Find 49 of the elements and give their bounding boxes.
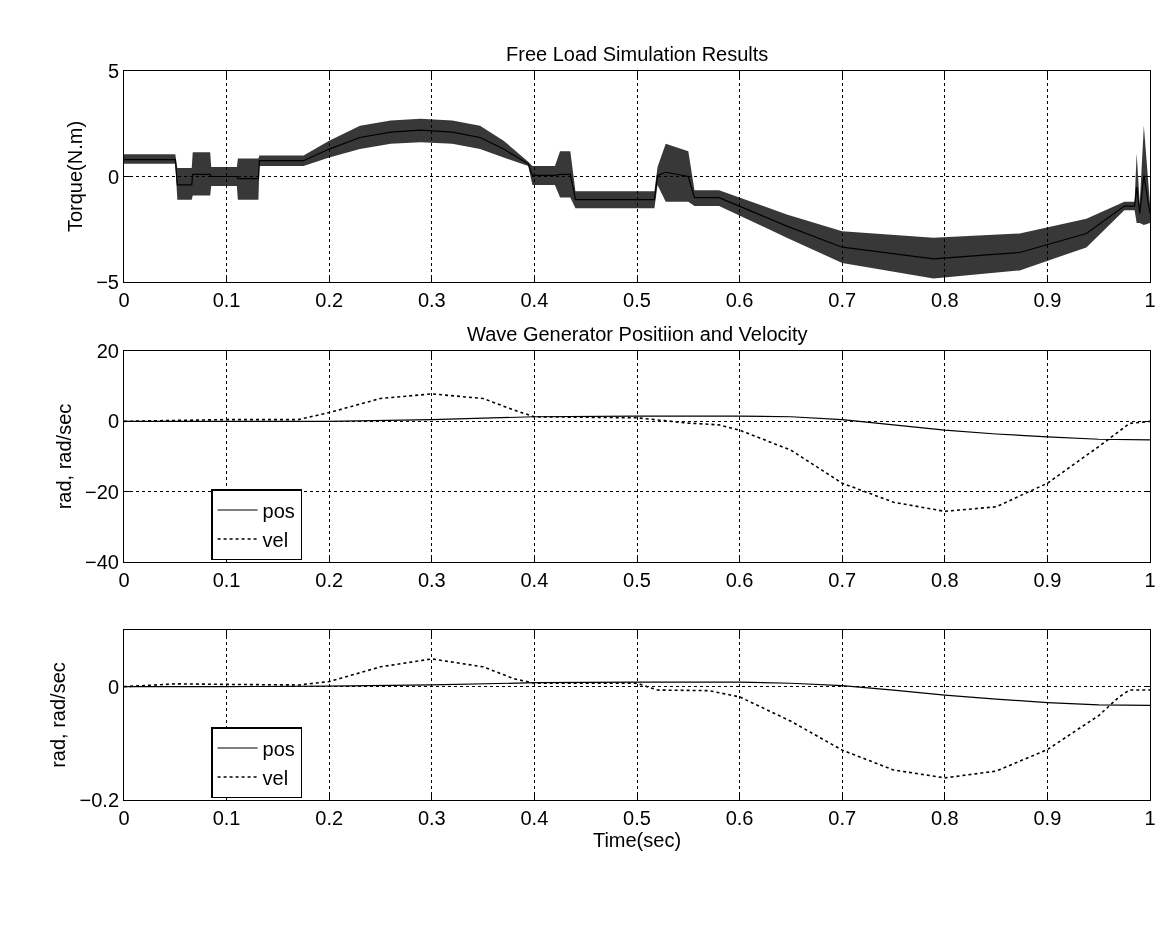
x-tick-label: 0.6 xyxy=(725,807,754,829)
chart-title: Wave Generator Positiion and Velocity xyxy=(467,323,808,345)
y-tick-label: 0 xyxy=(107,165,119,188)
x-tick-label: 0.1 xyxy=(212,569,241,591)
x-tick-label: 0.2 xyxy=(315,289,344,311)
x-tick-label: 0.7 xyxy=(828,569,857,591)
y-axis-title: rad, rad/sec xyxy=(52,403,75,510)
y-tick-label: 20 xyxy=(96,340,119,362)
x-tick-label: 0.1 xyxy=(212,289,241,311)
legend-label: vel xyxy=(262,766,289,789)
x-tick-label: 0.6 xyxy=(725,289,754,311)
x-tick-label: 0.2 xyxy=(315,569,344,591)
x-tick-label: 0.7 xyxy=(828,289,857,311)
x-tick-label: 0.8 xyxy=(930,289,959,311)
legend-label: vel xyxy=(262,528,289,551)
legend-label: pos xyxy=(262,737,295,760)
x-tick-label: 0.1 xyxy=(212,807,241,829)
y-tick-label: 5 xyxy=(107,60,119,82)
x-tick-label: 0.8 xyxy=(930,569,959,591)
x-tick-label: 0.2 xyxy=(315,807,344,829)
x-tick-label: 1 xyxy=(1144,289,1156,311)
x-tick-label: 0.4 xyxy=(520,807,549,829)
x-tick-label: 0.3 xyxy=(417,289,446,311)
y-tick-label: −0.2 xyxy=(79,789,119,811)
x-tick-label: 0.3 xyxy=(417,569,446,591)
y-axis-title: rad, rad/sec xyxy=(47,662,70,768)
x-tick-label: 0.5 xyxy=(623,569,651,591)
x-tick-label: 0.5 xyxy=(623,289,651,311)
y-tick-label: −40 xyxy=(85,551,119,573)
x-tick-label: 0.8 xyxy=(930,807,959,829)
legend-label: pos xyxy=(262,499,295,522)
y-tick-label: −20 xyxy=(85,480,119,503)
y-tick-label: 0 xyxy=(107,675,119,698)
x-tick-label: 0.6 xyxy=(725,569,754,591)
x-tick-label: 1 xyxy=(1144,569,1156,591)
y-tick-label: −5 xyxy=(96,271,119,293)
x-tick-label: 0.9 xyxy=(1033,807,1062,829)
x-tick-label: 0.4 xyxy=(520,569,549,591)
x-axis-title: Time(sec) xyxy=(592,829,682,851)
x-tick-label: 0.5 xyxy=(623,807,651,829)
chart-title: Free Load Simulation Results xyxy=(506,43,769,65)
x-tick-label: 0.7 xyxy=(828,807,857,829)
x-tick-label: 0.4 xyxy=(520,289,549,311)
y-axis-title: Torque(N.m) xyxy=(63,120,86,233)
x-tick-label: 0.9 xyxy=(1033,569,1062,591)
x-tick-label: 0.3 xyxy=(417,807,446,829)
x-tick-label: 1 xyxy=(1144,807,1156,829)
y-tick-label: 0 xyxy=(107,410,119,433)
x-tick-label: 0.9 xyxy=(1033,289,1062,311)
